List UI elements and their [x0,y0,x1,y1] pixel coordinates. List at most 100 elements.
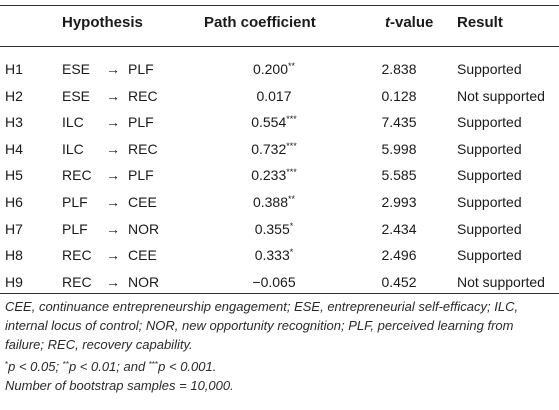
row-hypothesis: REC → CEE [62,244,157,266]
sig-mark-1: * [5,360,9,369]
row-id: H4 [5,140,23,157]
path-to: PLF [128,114,154,131]
arrow-icon: → [106,273,120,290]
sig-text-1: p < 0.05; [8,359,63,374]
row-t-value: 2.838 [381,61,417,77]
arrow-icon: → [106,247,120,264]
arrow-icon: → [106,114,120,131]
row-path-coefficient: 0.333* [204,244,344,266]
row-t-value: 5.998 [381,140,417,157]
row-result: Supported [457,247,522,264]
row-path-coefficient: 0.355* [204,218,344,240]
row-hypothesis: PLF → NOR [62,218,159,240]
row-t-value: 2.434 [381,220,417,237]
table-header-rule [0,46,559,47]
table-row: H2 ESE → REC 0.017 0.128 Not supported [0,85,559,111]
sig-mark-3: *** [148,360,159,369]
arrow-icon: → [106,167,120,184]
table-row: H8 REC → CEE 0.333* 2.496 Supported [0,244,559,270]
row-id: H2 [5,87,23,104]
row-hypothesis: REC → NOR [62,271,159,293]
row-result: Supported [457,114,522,131]
header-hypothesis: Hypothesis [62,14,143,31]
row-path-coefficient: 0.200** [204,58,344,80]
footnote-significance: *p < 0.05; **p < 0.01; and ***p < 0.001. [5,357,555,376]
coef-significance: *** [286,140,297,151]
table-header: Hypothesis Path coefficient t-value Resu… [0,5,559,46]
table-row: H3 ILC → PLF 0.554*** 7.435 Supported [0,111,559,137]
row-result: Not supported [457,87,545,104]
coef-value: 0.732 [251,140,287,157]
sig-text-3: p < 0.001. [158,359,217,374]
row-path-coefficient: −0.065 [204,271,344,293]
row-path-coefficient: 0.233*** [204,164,344,186]
path-from: ILC [62,140,84,157]
path-from: PLF [62,220,88,237]
path-from: ESE [62,61,91,77]
table-row: H9 REC → NOR −0.065 0.452 Not supported [0,271,559,297]
path-from: ESE [62,87,91,104]
row-path-coefficient: 0.017 [204,85,344,107]
arrow-icon: → [106,87,120,104]
path-to: PLF [128,167,154,184]
coef-significance: * [289,220,294,231]
table-row: H7 PLF → NOR 0.355* 2.434 Supported [0,218,559,244]
path-to: CEE [128,194,157,210]
row-path-coefficient: 0.388** [204,191,344,213]
row-t-value: 5.585 [381,167,417,184]
header-path-coefficient: Path coefficient [204,14,316,31]
coef-value: 0.554 [251,114,287,131]
row-id: H8 [5,247,23,264]
row-t-value: 2.496 [381,247,417,264]
path-to: REC [128,87,158,104]
coef-significance: ** [288,194,296,204]
path-to: NOR [128,273,160,290]
row-result: Supported [457,140,522,157]
row-t-value: 7.435 [381,114,417,131]
path-to: PLF [128,61,154,77]
path-from: REC [62,273,92,290]
row-t-value: 0.128 [381,87,417,104]
table-row: H4 ILC → REC 0.732*** 5.998 Supported [0,138,559,164]
coef-value: 0.388 [252,194,289,210]
header-t-suffix: -value [390,14,434,31]
path-from: ILC [62,114,84,131]
path-from: REC [62,167,92,184]
path-to: CEE [128,247,157,264]
coef-significance: *** [286,167,297,178]
row-id: H7 [5,220,23,237]
header-result: Result [457,14,503,31]
footnote-bootstrap: Number of bootstrap samples = 10,000. [5,378,234,393]
path-from: REC [62,247,92,264]
coef-significance: * [289,247,294,258]
coef-value: 0.200 [252,61,289,77]
table-row: H5 REC → PLF 0.233*** 5.585 Supported [0,164,559,190]
row-t-value: 0.452 [381,273,417,290]
row-hypothesis: ILC → PLF [62,111,154,133]
row-hypothesis: REC → PLF [62,164,154,186]
coef-significance: ** [288,61,296,71]
row-id: H9 [5,273,23,290]
coef-value: 0.355 [254,220,290,237]
arrow-icon: → [106,61,120,77]
path-to: NOR [128,220,160,237]
row-hypothesis: ILC → REC [62,138,158,160]
arrow-icon: → [106,140,120,157]
path-from: PLF [62,194,88,210]
footnote-abbreviations: CEE, continuance entrepreneurship engage… [5,299,519,352]
row-path-coefficient: 0.732*** [204,138,344,160]
row-result: Supported [457,61,522,77]
table-bottom-rule [0,293,559,294]
row-t-value: 2.993 [381,194,417,210]
row-id: H5 [5,167,23,184]
coef-value: 0.333 [254,247,290,264]
coef-value: 0.233 [251,167,287,184]
row-hypothesis: ESE → REC [62,85,158,107]
header-t-italic: t [385,14,390,31]
row-hypothesis: PLF → CEE [62,191,157,213]
row-result: Supported [457,194,522,210]
arrow-icon: → [106,220,120,237]
sig-text-2: p < 0.01; and [68,359,149,374]
coef-value: 0.017 [256,87,292,104]
arrow-icon: → [106,194,120,210]
